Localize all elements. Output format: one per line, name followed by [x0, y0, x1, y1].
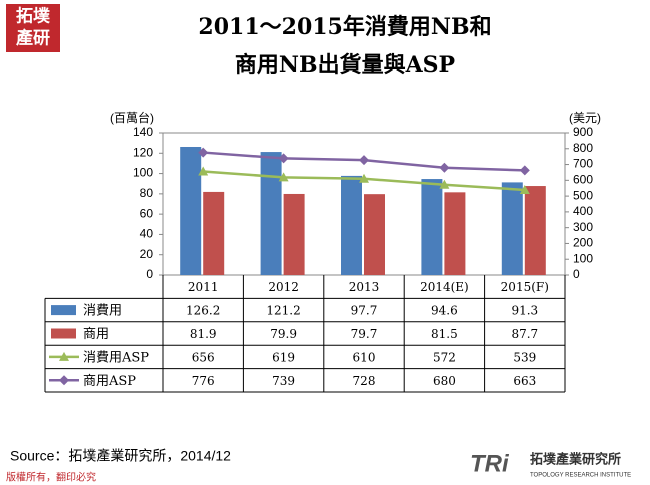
y2-tick-label: 100 — [573, 251, 593, 265]
y-tick-label: 140 — [133, 125, 153, 139]
logo-text: 拓墣 — [16, 7, 50, 27]
bar — [501, 182, 523, 275]
x-tick-label: 2012 — [268, 280, 299, 294]
footer-logo-mark: TRi — [470, 450, 510, 477]
y-tick-label: 100 — [133, 166, 153, 180]
y2-tick-label: 800 — [573, 141, 593, 155]
marker — [519, 184, 530, 194]
table-value: 79.9 — [270, 327, 297, 341]
y-axis-label: (百萬台) — [110, 110, 154, 125]
legend-label: 消費用 — [83, 304, 122, 319]
y2-tick-label: 300 — [573, 220, 593, 234]
x-tick-label: 2011 — [188, 280, 219, 294]
y-tick-label: 120 — [133, 145, 153, 159]
y-tick-label: 60 — [140, 206, 154, 220]
y2-tick-label: 700 — [573, 157, 593, 171]
y2-tick-label: 500 — [573, 188, 593, 202]
logo-text: 產研 — [16, 28, 50, 49]
x-tick-label: 2013 — [349, 280, 380, 294]
table-value: 126.2 — [186, 304, 220, 318]
marker — [519, 165, 530, 176]
table-value: 610 — [353, 350, 376, 364]
bar — [180, 146, 202, 275]
table-value: 97.7 — [351, 304, 378, 318]
table-value: 663 — [513, 374, 536, 388]
y2-axis-label: (美元) — [569, 111, 601, 125]
marker — [198, 166, 209, 176]
footer-logo-name: 拓墣產業研究所 — [530, 451, 621, 466]
legend-label: 消費用ASP — [83, 350, 149, 365]
x-tick-label: 2014(E) — [420, 280, 469, 294]
marker — [439, 179, 450, 189]
table-value: 776 — [192, 374, 215, 388]
legend-label: 商用ASP — [83, 374, 136, 389]
bar — [524, 186, 546, 275]
table-value: 81.9 — [190, 327, 217, 341]
table-value: 539 — [513, 350, 536, 364]
legend-marker — [59, 351, 69, 361]
legend-label: 商用 — [83, 327, 109, 342]
marker — [439, 162, 450, 173]
table-value: 91.3 — [511, 304, 538, 318]
bar — [203, 191, 225, 275]
marker — [359, 173, 369, 183]
y2-tick-label: 900 — [573, 125, 593, 139]
legend-swatch — [51, 328, 76, 339]
legend-swatch — [51, 305, 76, 316]
y2-tick-label: 200 — [573, 236, 593, 250]
table-value: 619 — [272, 350, 295, 364]
copyright: 版權所有，翻印必究 — [6, 471, 96, 484]
marker — [198, 147, 209, 158]
source: Source：拓墣產業研究所，2014/12 — [10, 448, 231, 464]
table-value: 680 — [433, 374, 456, 388]
bar — [283, 193, 305, 275]
table-value: 728 — [353, 374, 376, 388]
bar — [444, 192, 466, 275]
marker — [278, 172, 289, 182]
chart-title: 2011～2015年消費用NB和 — [198, 14, 491, 40]
bar — [364, 194, 385, 275]
y2-tick-label: 0 — [573, 267, 580, 281]
footer-logo-english: TOPOLOGY RESEARCH INSTITUTE — [530, 473, 631, 479]
table-value: 94.6 — [431, 304, 458, 318]
bar — [260, 152, 282, 275]
chart-title: 商用NB出貨量與ASP — [235, 52, 455, 78]
y-tick-label: 20 — [140, 247, 154, 261]
y2-tick-label: 400 — [573, 204, 593, 218]
table-value: 79.7 — [351, 327, 378, 341]
table-value: 739 — [272, 374, 295, 388]
y-tick-label: 0 — [146, 267, 153, 281]
y-tick-label: 80 — [140, 186, 154, 200]
bar — [341, 175, 362, 275]
legend-marker — [59, 375, 69, 386]
y-tick-label: 40 — [140, 227, 154, 241]
logo-box — [6, 4, 60, 52]
table-value: 87.7 — [511, 327, 538, 341]
bar — [421, 179, 443, 275]
table-value: 121.2 — [266, 304, 300, 318]
table-value: 572 — [433, 350, 456, 364]
marker — [278, 153, 289, 164]
y2-tick-label: 600 — [573, 173, 593, 187]
x-tick-label: 2015(F) — [501, 280, 549, 294]
marker — [359, 155, 369, 166]
table-value: 81.5 — [431, 327, 458, 341]
table-value: 656 — [192, 350, 215, 364]
